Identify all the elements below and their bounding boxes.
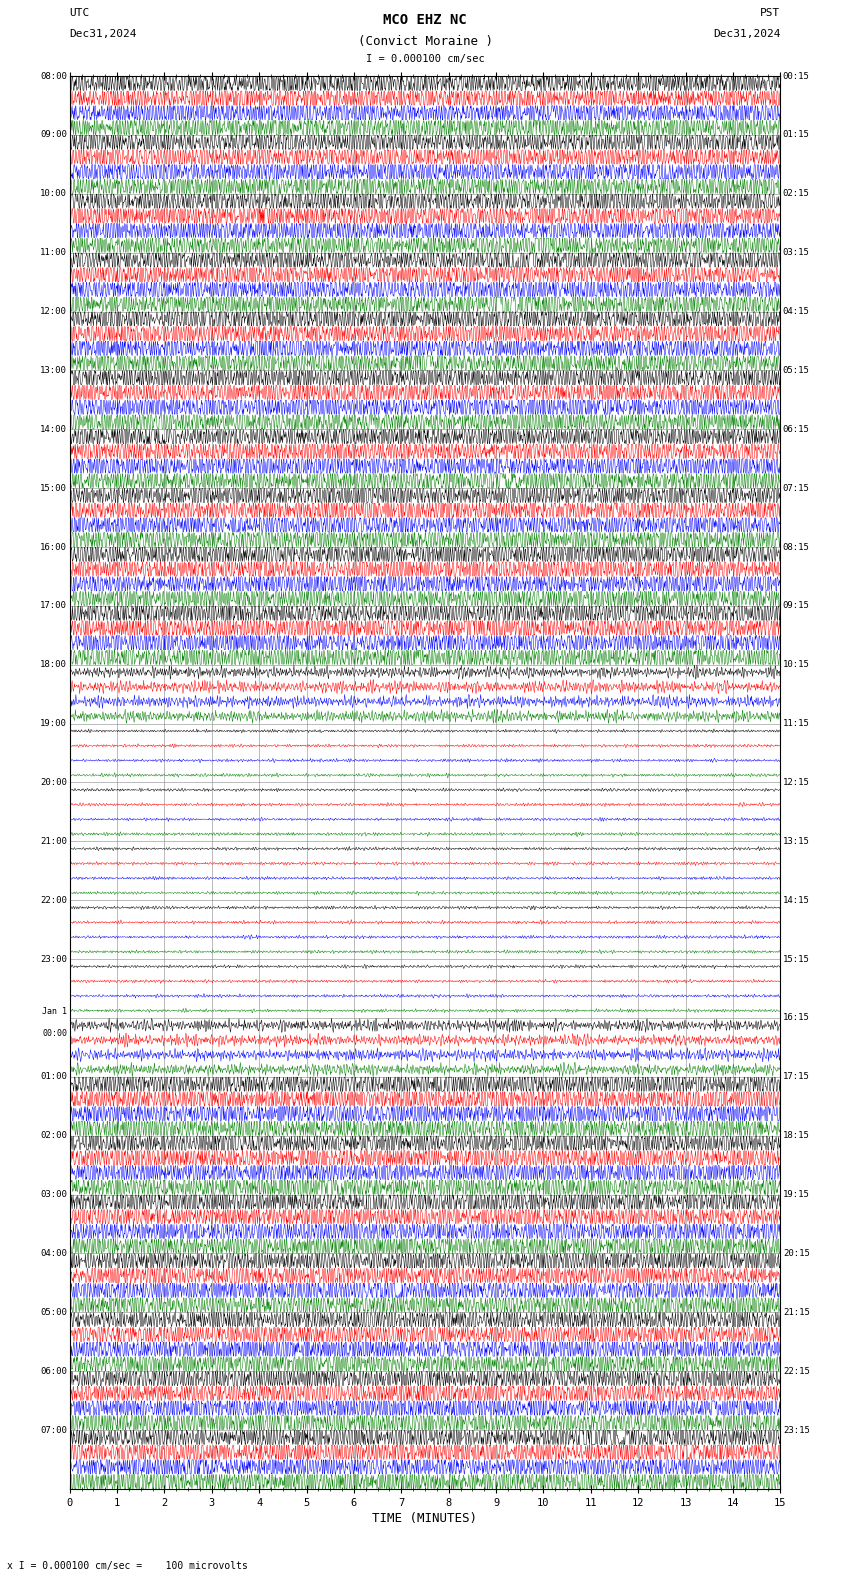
Text: 18:00: 18:00 (40, 661, 67, 670)
Text: 06:00: 06:00 (40, 1367, 67, 1376)
Text: 21:00: 21:00 (40, 836, 67, 846)
Text: 03:15: 03:15 (783, 249, 810, 257)
X-axis label: TIME (MINUTES): TIME (MINUTES) (372, 1513, 478, 1525)
Text: 19:00: 19:00 (40, 719, 67, 729)
Text: 00:00: 00:00 (42, 1030, 67, 1038)
Text: 09:00: 09:00 (40, 130, 67, 139)
Text: 16:00: 16:00 (40, 542, 67, 551)
Text: 09:15: 09:15 (783, 602, 810, 610)
Text: 22:00: 22:00 (40, 895, 67, 904)
Text: 20:00: 20:00 (40, 778, 67, 787)
Text: 15:00: 15:00 (40, 483, 67, 493)
Text: 02:00: 02:00 (40, 1131, 67, 1140)
Text: x I = 0.000100 cm/sec =    100 microvolts: x I = 0.000100 cm/sec = 100 microvolts (7, 1562, 247, 1571)
Text: 13:00: 13:00 (40, 366, 67, 375)
Text: 22:15: 22:15 (783, 1367, 810, 1376)
Text: 11:00: 11:00 (40, 249, 67, 257)
Text: 03:00: 03:00 (40, 1190, 67, 1199)
Text: 05:15: 05:15 (783, 366, 810, 375)
Text: 12:15: 12:15 (783, 778, 810, 787)
Text: 11:15: 11:15 (783, 719, 810, 729)
Text: 17:15: 17:15 (783, 1072, 810, 1082)
Text: 04:00: 04:00 (40, 1248, 67, 1258)
Text: 18:15: 18:15 (783, 1131, 810, 1140)
Text: 10:00: 10:00 (40, 188, 67, 198)
Text: 10:15: 10:15 (783, 661, 810, 670)
Text: UTC: UTC (70, 8, 90, 17)
Text: 00:15: 00:15 (783, 71, 810, 81)
Text: 07:15: 07:15 (783, 483, 810, 493)
Text: 21:15: 21:15 (783, 1308, 810, 1316)
Text: Jan 1: Jan 1 (42, 1007, 67, 1017)
Text: 15:15: 15:15 (783, 955, 810, 963)
Text: MCO EHZ NC: MCO EHZ NC (383, 13, 467, 27)
Text: 08:00: 08:00 (40, 71, 67, 81)
Text: 23:15: 23:15 (783, 1426, 810, 1435)
Text: 16:15: 16:15 (783, 1014, 810, 1023)
Text: 14:00: 14:00 (40, 425, 67, 434)
Text: 13:15: 13:15 (783, 836, 810, 846)
Text: Dec31,2024: Dec31,2024 (713, 29, 780, 38)
Text: (Convict Moraine ): (Convict Moraine ) (358, 35, 492, 48)
Text: 04:15: 04:15 (783, 307, 810, 317)
Text: 20:15: 20:15 (783, 1248, 810, 1258)
Text: 08:15: 08:15 (783, 542, 810, 551)
Text: 01:00: 01:00 (40, 1072, 67, 1082)
Text: 01:15: 01:15 (783, 130, 810, 139)
Text: 12:00: 12:00 (40, 307, 67, 317)
Text: 02:15: 02:15 (783, 188, 810, 198)
Text: 17:00: 17:00 (40, 602, 67, 610)
Text: 23:00: 23:00 (40, 955, 67, 963)
Text: 07:00: 07:00 (40, 1426, 67, 1435)
Text: PST: PST (760, 8, 780, 17)
Text: Dec31,2024: Dec31,2024 (70, 29, 137, 38)
Text: 06:15: 06:15 (783, 425, 810, 434)
Text: 19:15: 19:15 (783, 1190, 810, 1199)
Text: 05:00: 05:00 (40, 1308, 67, 1316)
Text: I = 0.000100 cm/sec: I = 0.000100 cm/sec (366, 54, 484, 63)
Text: 14:15: 14:15 (783, 895, 810, 904)
